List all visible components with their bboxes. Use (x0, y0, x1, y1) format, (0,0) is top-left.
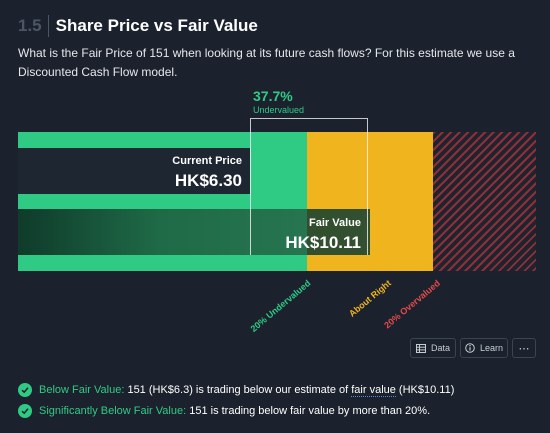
table-icon (415, 343, 426, 353)
axis-label-about-right: About Right (346, 278, 393, 319)
overvalued-zone (433, 132, 536, 271)
check-text: 151 (HK$6.3) is trading below our estima… (124, 384, 352, 396)
current-price-label: Current Price (172, 155, 242, 167)
learn-button-label: Learn (479, 343, 504, 353)
axis-label-undervalued: 20% Undervalued (248, 278, 313, 334)
check-item: Significantly Below Fair Value: 151 is t… (18, 404, 430, 418)
check-label: Significantly Below Fair Value: (39, 405, 187, 417)
check-text: 151 is trading below fair value by more … (186, 405, 431, 417)
data-button-label: Data (430, 343, 450, 353)
check-icon (18, 404, 32, 418)
discount-label: Undervalued (253, 105, 305, 115)
section-divider (47, 15, 49, 37)
fair-value-value: HK$10.11 (285, 233, 361, 252)
check-label: Below Fair Value: (39, 384, 125, 396)
section-header: 1.5 Share Price vs Fair Value (18, 14, 258, 38)
section-number: 1.5 (18, 16, 42, 35)
data-button[interactable]: Data (410, 338, 456, 358)
info-icon (465, 343, 475, 353)
fair-value-link[interactable]: fair value (351, 383, 396, 397)
current-price-bar (18, 148, 250, 194)
section-title: Share Price vs Fair Value (55, 16, 258, 35)
fair-value-label: Fair Value (309, 217, 361, 229)
fair-value-bar-overlay (307, 209, 370, 255)
more-icon: ⋯ (518, 342, 530, 355)
section-description: What is the Fair Price of 151 when looki… (18, 46, 515, 79)
current-price-value: HK$6.30 (174, 171, 242, 190)
valuation-chart: Current Price HK$6.30 Fair Value HK$10.1… (18, 88, 536, 378)
discount-percent: 37.7% (253, 88, 293, 104)
check-item: Below Fair Value: 151 (HK$6.3) is tradin… (18, 383, 454, 397)
learn-button[interactable]: Learn (460, 338, 508, 358)
check-icon (18, 383, 32, 397)
discount-bracket (250, 118, 368, 255)
more-button[interactable]: ⋯ (512, 338, 536, 358)
check-text-end: (HK$10.11) (395, 384, 455, 396)
